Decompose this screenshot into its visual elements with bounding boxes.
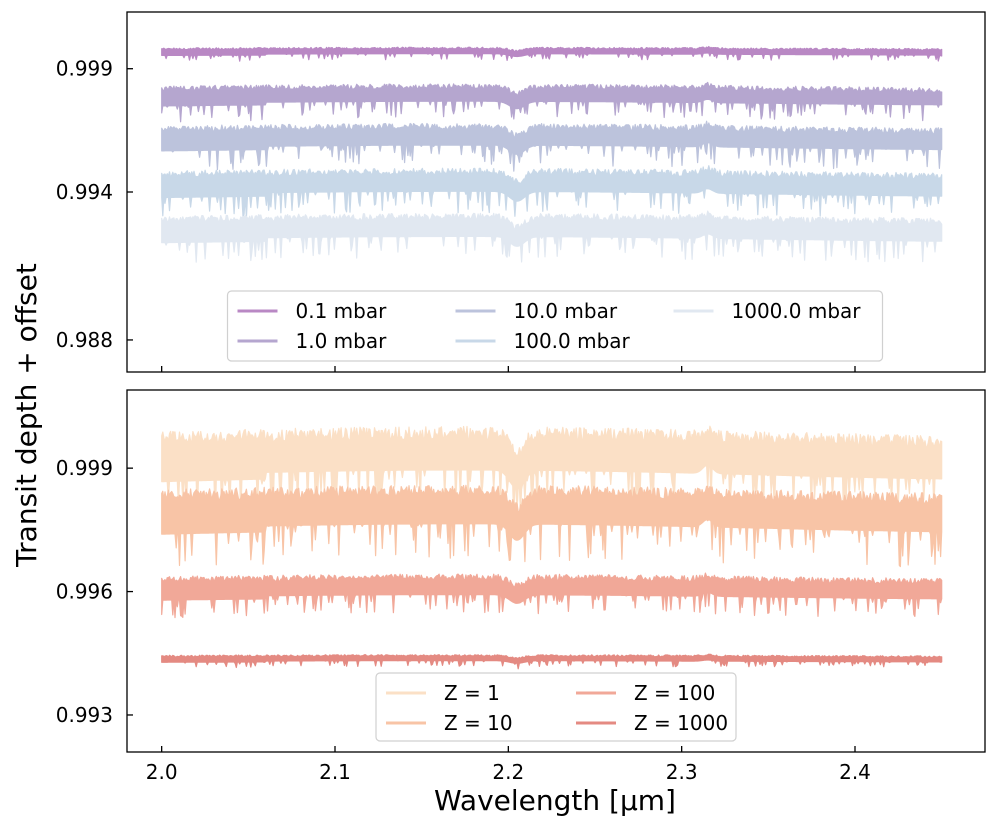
x-tick-label: 2.1 — [319, 760, 351, 784]
legend-bottom: Z = 1 Z = 10 Z = 100 Z = 1000 — [375, 672, 737, 742]
legend-label: Z = 1000 — [634, 711, 728, 735]
series-band-top-3 — [161, 165, 943, 219]
series-band-top-2 — [161, 120, 943, 172]
legend-label: Z = 10 — [444, 711, 513, 735]
x-tick-label: 2.4 — [839, 760, 871, 784]
legend-box — [226, 290, 884, 362]
x-axis-label: Wavelength [μm] — [434, 784, 676, 817]
y-axis-label: Transit depth + offset — [10, 263, 43, 568]
series-band-bottom-0 — [161, 425, 943, 526]
legend-label: Z = 1 — [444, 681, 500, 705]
legend-label: 1.0 mbar — [296, 329, 388, 353]
plot-frame-bottom — [126, 389, 986, 753]
legend-label: 100.0 mbar — [514, 329, 631, 353]
series-band-bottom-1 — [161, 484, 943, 568]
y-tick-label: 0.996 — [56, 580, 113, 604]
x-tick-label: 2.2 — [492, 760, 524, 784]
legend-label: 0.1 mbar — [296, 299, 388, 323]
panel-top: 0.999 0.994 0.988 0.1 mbar 1.0 mbar 10.0 mbar… — [56, 11, 986, 373]
legend-label: Z = 100 — [634, 681, 715, 705]
y-tick-label: 0.988 — [56, 328, 113, 352]
series-band-bottom-3 — [161, 653, 943, 670]
legend-box — [375, 672, 737, 742]
x-tick-label: 2.0 — [146, 760, 178, 784]
x-tick-label: 2.3 — [666, 760, 698, 784]
series-band-top-4 — [161, 210, 943, 263]
y-tick-label: 0.994 — [56, 180, 113, 204]
legend-top: 0.1 mbar 1.0 mbar 10.0 mbar 100.0 mbar 1000.… — [226, 290, 884, 362]
series-band-top-0 — [161, 45, 943, 62]
y-tick-label: 0.999 — [56, 57, 113, 81]
series-band-bottom-2 — [161, 572, 943, 619]
legend-label: 1000.0 mbar — [732, 299, 862, 323]
y-tick-label: 0.993 — [56, 703, 113, 727]
y-tick-label: 0.999 — [56, 456, 113, 480]
series-band-top-1 — [161, 81, 943, 123]
legend-label: 10.0 mbar — [514, 299, 618, 323]
